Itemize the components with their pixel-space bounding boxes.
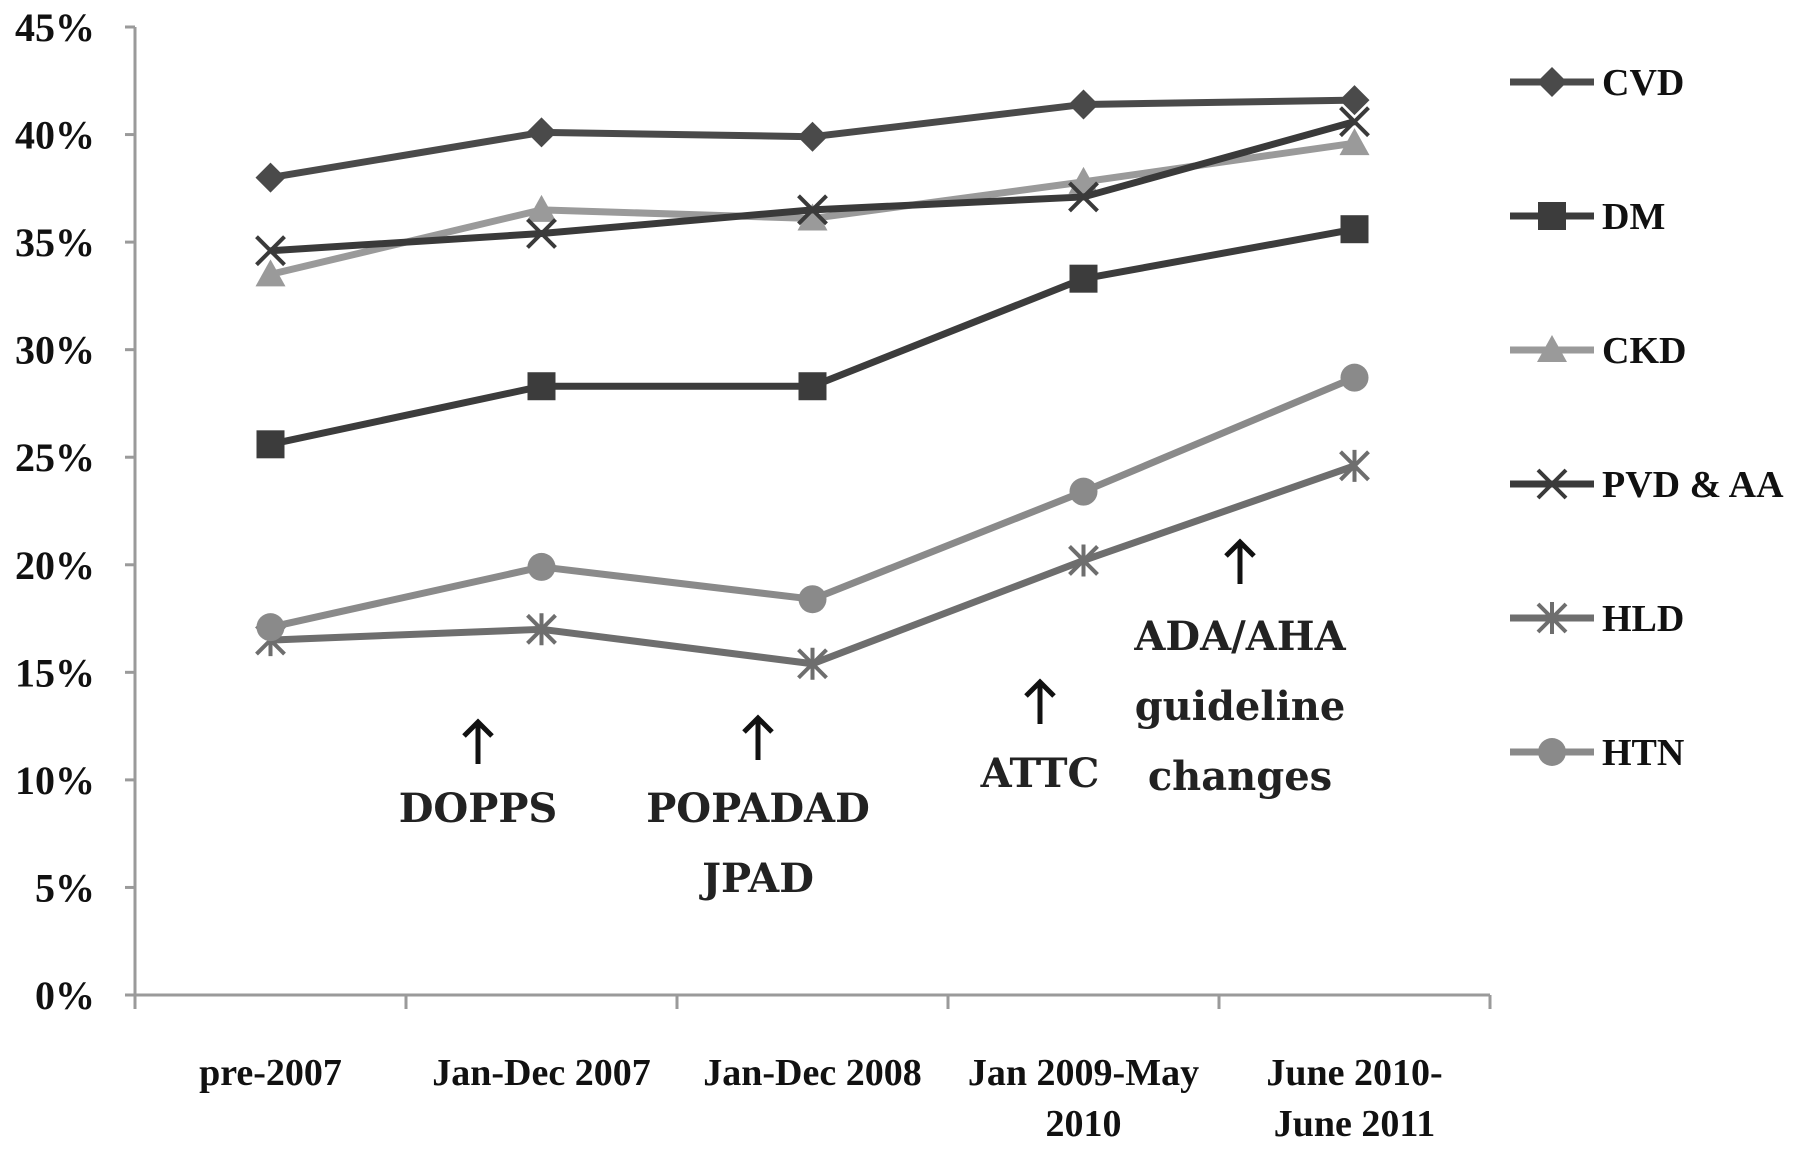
legend-item-dm: DM [1510, 196, 1665, 238]
legend-label: HLD [1602, 598, 1684, 640]
legend-item-ckd: CKD [1510, 330, 1686, 372]
data-point-ckd [255, 259, 286, 287]
legend-item-pvd-aa: PVD & AA [1510, 464, 1784, 506]
legend-label: CKD [1602, 330, 1686, 372]
y-tick-label: 25% [15, 435, 95, 480]
legend-label: DM [1602, 196, 1665, 238]
up-arrow-icon [462, 718, 494, 764]
data-point-htn [527, 552, 556, 581]
annotation-label: ADA/AHA guideline changes [1133, 613, 1346, 800]
x-tick-label: Jan-Dec 2008 [703, 1052, 921, 1094]
y-tick-label: 20% [15, 543, 95, 588]
annotation: DOPPS [399, 718, 558, 832]
annotation: ATTC [980, 678, 1100, 797]
legend-label: CVD [1602, 62, 1684, 104]
data-point-htn [1069, 477, 1098, 506]
data-point-dm [256, 430, 285, 459]
data-point-cvd [797, 121, 828, 152]
data-point-ckd [797, 203, 828, 231]
data-point-pvd-aa [797, 194, 828, 226]
y-tick-label: 35% [15, 220, 95, 265]
data-point-cvd [1068, 89, 1099, 120]
legend-marker-cvd [1537, 67, 1567, 97]
data-point-htn [256, 613, 285, 642]
annotation-label: POPADAD JPAD [646, 785, 870, 902]
annotation: ADA/AHA guideline changes [1133, 538, 1347, 800]
series-cvd [255, 85, 1370, 193]
legend-label: HTN [1602, 732, 1684, 774]
axes [133, 27, 1490, 997]
legend-label: PVD & AA [1602, 464, 1784, 506]
data-point-htn [1340, 363, 1369, 392]
y-tick-label: 0% [35, 973, 95, 1018]
data-point-hld [526, 613, 557, 646]
legend-marker-pvd-aa [1536, 468, 1568, 500]
annotations: DOPPS POPADAD JPAD ATTC ADA/AHA guideline chan… [399, 538, 1347, 902]
data-point-dm [1340, 215, 1369, 244]
data-point-hld [797, 647, 828, 680]
up-arrow-icon [1024, 678, 1056, 724]
legend-marker-htn [1538, 738, 1566, 766]
series-htn [256, 363, 1369, 642]
data-point-dm [527, 372, 556, 401]
data-point-pvd-aa [1068, 181, 1099, 213]
data-point-ckd [1339, 128, 1370, 156]
x-tick-label: Jan 2009-May 2010 [968, 1052, 1199, 1145]
data-point-cvd [1339, 85, 1370, 116]
series-dm [256, 215, 1369, 459]
legend-item-htn: HTN [1510, 732, 1684, 774]
data-point-cvd [526, 117, 557, 148]
data-point-pvd-aa [526, 218, 557, 249]
series-layer [255, 85, 1370, 680]
annotation: POPADAD JPAD [646, 714, 870, 902]
legend-marker-dm [1538, 202, 1566, 230]
data-point-ckd [526, 194, 557, 222]
series-pvd-aa [255, 106, 1370, 267]
data-point-hld [1068, 544, 1099, 577]
data-point-cvd [255, 162, 286, 193]
y-tick-label: 15% [15, 650, 95, 695]
y-tick-label: 10% [15, 758, 95, 803]
data-point-dm [1069, 264, 1098, 293]
legend-item-cvd: CVD [1510, 62, 1684, 104]
data-point-hld [1339, 449, 1370, 482]
annotation-label: ATTC [980, 750, 1100, 797]
data-point-dm [798, 372, 827, 401]
annotation-label: DOPPS [399, 785, 558, 832]
y-tick-label: 30% [15, 328, 95, 373]
x-axis-ticks: pre-2007 Jan-Dec 2007 Jan-Dec 2008 Jan 2009… [133, 995, 1492, 1145]
legend-marker-hld [1536, 602, 1568, 634]
y-axis-ticks: 0% 5% 10% 15% 20% 25% 30% 35% 40% 45% [15, 5, 135, 1018]
series-line-dm [269, 225, 1356, 448]
up-arrow-icon [742, 714, 774, 760]
legend-item-hld: HLD [1510, 598, 1684, 640]
x-tick-label: pre-2007 [199, 1052, 342, 1094]
y-tick-label: 45% [15, 5, 95, 50]
legend-marker-ckd [1537, 335, 1567, 362]
up-arrow-icon [1224, 538, 1256, 584]
x-tick-label: June 2010-June 2011 [1266, 1052, 1442, 1145]
y-tick-label: 40% [15, 113, 95, 158]
data-point-pvd-aa [255, 235, 286, 267]
y-tick-label: 5% [35, 865, 95, 910]
data-point-htn [798, 585, 827, 614]
x-tick-label: Jan-Dec 2007 [432, 1052, 650, 1094]
legend: CVD DM CKD PVD & AA HLD HTN [1510, 62, 1784, 774]
data-point-pvd-aa [1339, 106, 1370, 138]
